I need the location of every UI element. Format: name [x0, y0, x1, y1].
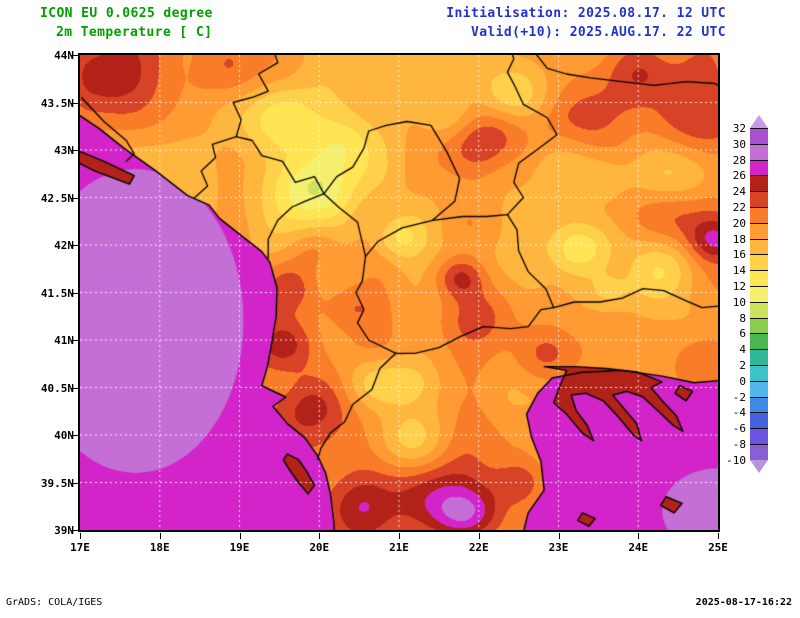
colorbar-value: 8 — [739, 311, 746, 325]
colorbar-segment — [750, 412, 768, 429]
grads-credit: GrADS: COLA/IGES — [6, 597, 103, 608]
lon-tick — [718, 533, 719, 539]
lon-tick-label: 23E — [548, 541, 569, 554]
colorbar-value: -10 — [726, 453, 746, 467]
lon-tick — [478, 533, 480, 539]
lat-tick — [71, 387, 78, 389]
lon-tick — [239, 533, 241, 539]
colorbar-segment — [750, 254, 768, 271]
colorbar-value: -4 — [732, 406, 746, 420]
colorbar-value: -2 — [732, 390, 746, 404]
colorbar — [750, 115, 768, 473]
colorbar-segment — [750, 443, 768, 460]
lat-tick — [71, 245, 78, 246]
lat-tick — [71, 150, 78, 151]
colorbar-value: 10 — [732, 295, 746, 309]
colorbar-value: -8 — [732, 438, 746, 451]
colorbar-segment — [750, 428, 768, 444]
lat-tick-label: 42N — [54, 239, 74, 252]
lon-tick-label: 25E — [708, 541, 728, 554]
colorbar-segment — [750, 206, 768, 223]
lat-tick — [71, 482, 78, 484]
lat-tick — [71, 530, 78, 531]
lat-tick-label: 41N — [54, 334, 74, 347]
colorbar-segment — [750, 333, 768, 350]
colorbar-segment — [750, 175, 768, 192]
colorbar-segment — [750, 285, 768, 302]
lon-tick-label: 17E — [70, 541, 90, 554]
colorbar-segment — [750, 143, 768, 160]
colorbar-value: 16 — [732, 248, 746, 262]
lat-tick — [71, 102, 78, 104]
lat-tick-label: 41.5N — [40, 286, 74, 300]
lat-tick-label: 40.5N — [40, 381, 74, 395]
lon-tick-label: 24E — [628, 541, 649, 554]
colorbar-value: 14 — [732, 264, 746, 278]
lon-tick-label: 19E — [229, 541, 250, 554]
lon-tick — [558, 533, 560, 539]
colorbar-value: 22 — [732, 201, 746, 214]
lat-tick-label: 43N — [54, 144, 74, 157]
colorbar-value: 2 — [739, 359, 746, 372]
lat-tick-label: 40N — [54, 429, 74, 442]
lat-tick — [71, 435, 78, 436]
lon-tick-label: 21E — [389, 541, 409, 554]
lat-tick — [71, 197, 78, 199]
colorbar-value: 24 — [732, 185, 746, 199]
colorbar-segment — [750, 349, 768, 365]
initialisation-time: Initialisation: 2025.08.17. 12 UTC — [446, 6, 726, 21]
colorbar-value: 18 — [732, 232, 746, 246]
colorbar-value: 6 — [739, 327, 746, 341]
colorbar-segment — [750, 380, 768, 397]
lon-tick — [399, 533, 400, 539]
creation-timestamp: 2025-08-17-16:22 — [695, 597, 792, 608]
colorbar-segment — [750, 222, 768, 239]
lat-tick — [71, 292, 78, 294]
model-title: ICON EU 0.0625 degree — [40, 6, 213, 21]
colorbar-value: 0 — [739, 374, 746, 388]
colorbar-segment — [750, 159, 768, 176]
lon-tick — [159, 533, 161, 539]
colorbar-segment — [750, 364, 768, 381]
lat-tick-label: 39.5N — [40, 476, 74, 490]
colorbar-segment — [750, 396, 768, 413]
lat-tick-label: 44N — [54, 49, 74, 62]
valid-time: Valid(+10): 2025.AUG.17. 22 UTC — [470, 25, 726, 40]
colorbar-cap-top — [750, 115, 768, 128]
lon-tick-label: 22E — [468, 541, 489, 554]
colorbar-segment — [750, 317, 768, 334]
colorbar-segment — [750, 301, 768, 318]
colorbar-value: 30 — [732, 137, 746, 151]
lat-tick — [71, 340, 78, 341]
colorbar-segment — [750, 191, 768, 207]
colorbar-value: 26 — [732, 169, 746, 183]
lon-tick — [638, 533, 640, 539]
colorbar-segment — [750, 270, 768, 286]
colorbar-segment — [750, 128, 768, 144]
colorbar-cap-bottom — [750, 459, 768, 473]
lat-tick — [71, 55, 78, 56]
colorbar-value: -6 — [732, 422, 746, 436]
colorbar-segment — [750, 238, 768, 255]
colorbar-value: 20 — [732, 216, 746, 230]
lon-tick-label: 18E — [149, 541, 170, 554]
colorbar-value: 28 — [732, 153, 746, 167]
lat-tick-label: 39N — [54, 524, 74, 537]
map-canvas — [80, 55, 718, 530]
colorbar-value: 32 — [732, 122, 746, 135]
colorbar-value: 12 — [732, 280, 746, 293]
lon-tick — [80, 533, 81, 539]
colorbar-value: 4 — [739, 343, 746, 357]
lon-tick-label: 20E — [309, 541, 330, 554]
temperature-colorbar: 32 30 28 26 24 22 20 18 16 14 12 10 8 6 4 2 0 -2 -4 -6 -8 -10 — [712, 115, 784, 477]
lon-tick — [319, 533, 321, 539]
lat-tick-label: 42.5N — [40, 191, 74, 205]
lat-tick-label: 43.5N — [40, 96, 74, 110]
map-area — [78, 53, 720, 532]
parameter-title: 2m Temperature [ C] — [56, 25, 213, 40]
